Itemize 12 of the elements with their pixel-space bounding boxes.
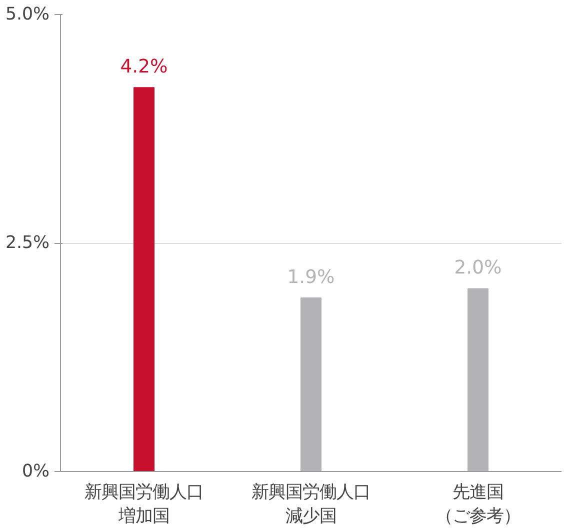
data-label: 2.0% xyxy=(454,258,502,279)
x-tick-label: 新興国労働人口増加国 xyxy=(84,482,204,526)
bar xyxy=(133,87,155,472)
data-label: 4.2% xyxy=(120,56,168,78)
data-label: 1.9% xyxy=(287,266,335,288)
x-tick-label: 新興国労働人口減少国 xyxy=(252,482,370,526)
y-tick-label: 0% xyxy=(22,462,50,482)
x-tick-label: 先進国（ご参考） xyxy=(436,482,520,526)
y-tick-label: 2.5% xyxy=(5,233,50,253)
bar xyxy=(467,288,489,472)
bar xyxy=(300,297,322,472)
y-tick-label: 5.0% xyxy=(5,4,50,24)
